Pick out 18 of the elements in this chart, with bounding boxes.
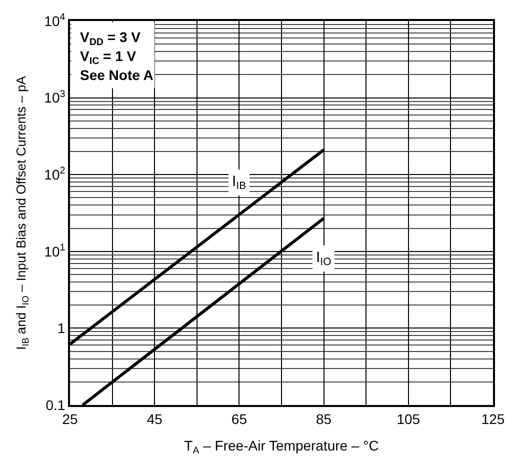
annotation: V$_{DD}$ = 3 V [80, 29, 142, 48]
x-tick-label: 65 [231, 410, 248, 427]
y-tick-label: 1 [57, 320, 66, 336]
x-axis-title: T$_{A}$ – Free-Air Temperature – °C [184, 438, 379, 457]
x-tick-label: 125 [481, 410, 505, 427]
y-tick-label: 10$^{3}$ [44, 88, 66, 106]
annotation: I$_{IB}$ [232, 173, 246, 192]
y-tick-label: 10$^{1}$ [44, 242, 66, 260]
y-tick-label: 0.1 [46, 396, 66, 413]
x-tick-label: 85 [316, 410, 332, 427]
annotation: V$_{IC}$ = 1 V [80, 48, 137, 67]
x-tick-label: 45 [146, 410, 163, 427]
annotation: I$_{IO}$ [316, 249, 332, 268]
y-tick-label: 10$^{4}$ [44, 12, 66, 29]
x-tick-label: 25 [62, 410, 78, 427]
x-tick-label: 105 [396, 410, 420, 427]
annotation: See Note A [80, 67, 154, 83]
y-tick-label: 10$^{2}$ [44, 166, 66, 182]
